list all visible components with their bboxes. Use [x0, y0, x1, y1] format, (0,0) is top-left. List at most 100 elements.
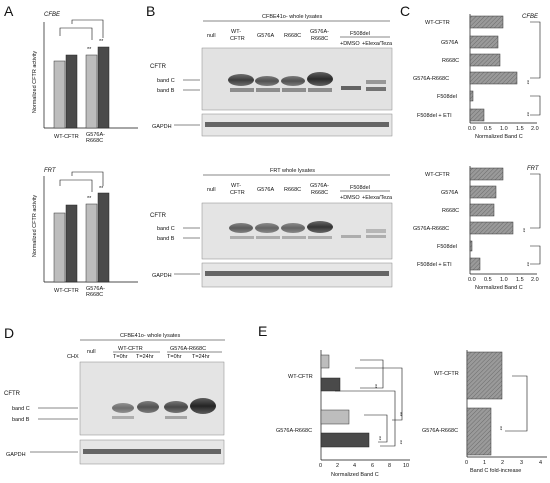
- bar-c-frt-r668c: [469, 203, 495, 217]
- b-frt-lane-wt2: CFTR: [230, 190, 245, 196]
- panel-a-frt-ylabel: Normalized CFTR activity: [32, 195, 38, 258]
- b-frt-lane-r668c: R668C: [284, 187, 301, 193]
- c-cfbe-cat-1: WT-CFTR: [425, 20, 450, 26]
- bar-c-cfbe-wt: [469, 15, 504, 29]
- e-left-tick-1: 2: [336, 463, 339, 469]
- panel-d-blot: CFBE41o- whole lysates null WT-CFTR G576…: [4, 333, 225, 465]
- d-lane-double: G576A-R668C: [170, 346, 206, 352]
- bar-c-cfbe-g576a: [469, 35, 499, 49]
- e-right-tick-2: 2: [501, 460, 504, 466]
- b-frt-gapdh: GAPDH: [152, 273, 172, 279]
- c-cfbe-cat-2: G576A: [441, 40, 458, 46]
- b-frt-bandc: band C: [157, 226, 175, 232]
- b-cfbe-sub-eti: +Elexa/Teza: [362, 41, 393, 47]
- panel-c-frt-chart: FRT WT-CFTR G576A R668C G576A-R668C F508…: [413, 166, 541, 291]
- bar-a-frt-mut-dark: [97, 192, 110, 283]
- bar-a-frt-mut-gray: [85, 203, 98, 283]
- bar-e-double-24hr: [320, 432, 370, 448]
- sig-a-frt-2: **: [99, 186, 104, 192]
- sig-e-3: **: [396, 412, 402, 417]
- c-frt-tick-1: 0.5: [484, 277, 492, 283]
- e-left-tick-0: 0: [319, 463, 322, 469]
- c-cfbe-tick-0: 0.0: [468, 126, 476, 132]
- b-frt-sub-dmso: +DMSO: [340, 195, 360, 201]
- bar-c-frt-eti: [469, 257, 481, 271]
- d-chx: CHX: [67, 354, 79, 360]
- b-cfbe-sub-dmso: +DMSO: [340, 41, 360, 47]
- bar-a-frt-wt-gray: [53, 212, 66, 283]
- b-cfbe-lane-double: G576A-: [310, 29, 329, 35]
- a-frt-xgroup-1: WT-CFTR: [54, 288, 79, 294]
- bar-c-frt-g576a: [469, 185, 497, 199]
- bar-a-frt-wt-dark: [65, 204, 78, 283]
- sig-e-1: **: [371, 384, 377, 389]
- panel-a-cfbe-label: CFBE: [44, 12, 61, 18]
- b-frt-title: FRT whole lysates: [270, 168, 315, 174]
- panel-e-right-chart: WT-CFTR G576A-R668C ** 0 1 2 3 4 Band C …: [422, 350, 547, 474]
- e-right-group-2: G576A-R668C: [422, 428, 458, 434]
- d-title: CFBE41o- whole lysates: [120, 333, 180, 339]
- c-frt-cat-6: F508del + ETI: [417, 262, 452, 268]
- panel-letter-b: B: [146, 3, 155, 19]
- e-left-tick-4: 8: [388, 463, 391, 469]
- e-right-tick-4: 4: [539, 460, 542, 466]
- bar-c-cfbe-eti: [469, 108, 485, 122]
- e-left-group-1: WT-CFTR: [288, 374, 313, 380]
- c-frt-cat-3: R668C: [442, 208, 459, 214]
- panel-a-cfbe-ylabel: Normalized CFTR activity: [32, 51, 38, 114]
- bar-a-cfbe-mut-gray: [85, 54, 98, 129]
- c-cfbe-cat-4: G576A-R668C: [413, 76, 449, 82]
- b-cfbe-lane-r668c: R668C: [284, 33, 301, 39]
- b-cfbe-lane-f508: F508del: [350, 31, 370, 37]
- b-cfbe-gapdh: GAPDH: [152, 124, 172, 130]
- d-bandc: band C: [12, 406, 30, 412]
- sig-c-frt-2: **: [523, 262, 529, 267]
- panel-letter-c: C: [400, 3, 410, 19]
- c-frt-cat-5: F508del: [437, 244, 457, 250]
- sig-a-frt-1: **: [87, 196, 92, 202]
- b-cfbe-lane-null: null: [207, 33, 216, 39]
- e-left-tick-2: 4: [353, 463, 356, 469]
- sig-e-2: **: [375, 436, 381, 441]
- e-left-tick-3: 6: [371, 463, 374, 469]
- c-frt-tick-4: 2.0: [531, 277, 539, 283]
- bar-c-frt-wt: [469, 167, 504, 181]
- bar-c-frt-double: [469, 221, 514, 235]
- d-time-4: T=24hr: [192, 354, 210, 360]
- c-frt-tick-0: 0.0: [468, 277, 476, 283]
- panel-c-cfbe-chart: CFBE WT-CFTR G576A R668C G576A-R668C F50…: [413, 14, 541, 140]
- c-cfbe-cat-5: F508del: [437, 94, 457, 100]
- b-cfbe-lane-double2: R668C: [311, 36, 328, 42]
- a-cfbe-xgroup-1: WT-CFTR: [54, 134, 79, 140]
- sig-a-cfbe-2: **: [99, 39, 104, 45]
- panel-letter-e: E: [258, 323, 267, 339]
- bar-c-cfbe-f508: [469, 90, 474, 102]
- e-right-tick-3: 3: [520, 460, 523, 466]
- e-right-tick-1: 1: [483, 460, 486, 466]
- bar-c-cfbe-r668c: [469, 53, 501, 67]
- sig-c-cfbe-2: **: [523, 112, 529, 117]
- c-frt-cat-2: G576A: [441, 190, 458, 196]
- d-lane-wt: WT-CFTR: [118, 346, 143, 352]
- e-right-xlabel: Band C fold-increase: [470, 468, 521, 474]
- c-cfbe-cat-6: F508del + ETI: [417, 113, 452, 119]
- a-frt-xgroup-2b: R668C: [86, 292, 103, 298]
- c-cfbe-xlabel: Normalized Band C: [475, 134, 523, 140]
- b-cfbe-bandb: band B: [157, 88, 175, 94]
- panel-letter-a: A: [4, 3, 14, 19]
- b-frt-lane-double: G576A-: [310, 183, 329, 189]
- a-cfbe-xgroup-2b: R668C: [86, 138, 103, 144]
- panel-letter-d: D: [4, 325, 14, 341]
- c-cfbe-tick-1: 0.5: [484, 126, 492, 132]
- c-frt-label: FRT: [527, 166, 540, 172]
- bar-e-fold-double: [466, 407, 492, 456]
- b-frt-sub-eti: +Elexa/Teza: [362, 195, 393, 201]
- d-time-3: T=0hr: [167, 354, 182, 360]
- c-cfbe-tick-3: 1.5: [516, 126, 524, 132]
- c-frt-cat-4: G576A-R668C: [413, 226, 449, 232]
- b-cfbe-bandc: band C: [157, 78, 175, 84]
- panel-e-left-chart: WT-CFTR G576A-R668C ** ** ** ** 0 2 4 6 …: [276, 350, 410, 478]
- panel-a-frt-label: FRT: [44, 168, 57, 174]
- sig-c-frt-1: **: [519, 228, 525, 233]
- panel-a-frt-chart: FRT Normalized CFTR activity ** ** WT-CF…: [32, 168, 138, 298]
